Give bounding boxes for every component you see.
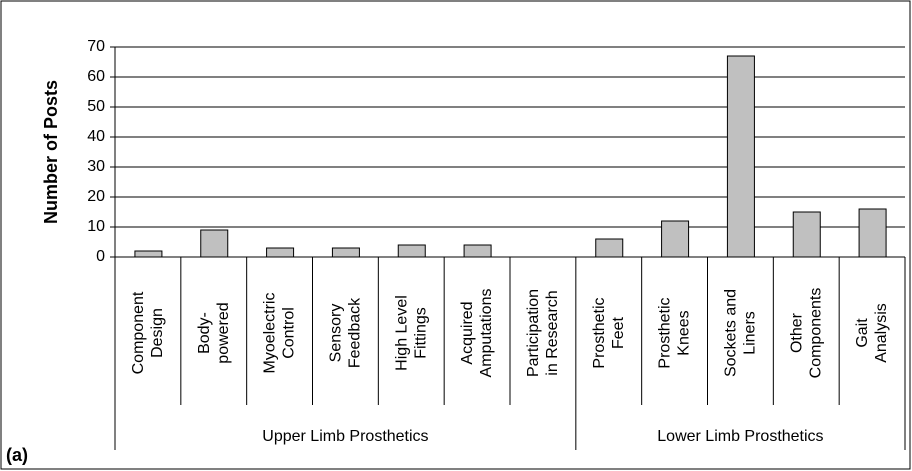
x-tick-label-line: Myoelectric: [262, 293, 279, 374]
x-tick-label-line: Knees: [676, 310, 693, 355]
bar: [595, 238, 624, 258]
x-tick-label-line: Component: [130, 291, 147, 374]
bar: [331, 247, 360, 258]
bar: [200, 229, 229, 258]
y-tick-label: 20: [87, 188, 105, 205]
x-tick-label: Sensory Feedback: [328, 297, 364, 368]
y-tick-label: 60: [87, 68, 105, 85]
y-tick-label: 30: [87, 158, 105, 175]
x-tick-label: Participation in Research: [525, 289, 561, 377]
bar: [463, 244, 492, 258]
x-tick-label: Body-powered: [196, 302, 232, 363]
x-tick-label-line: Body-: [196, 312, 213, 354]
bar: [397, 244, 426, 258]
x-tick-label-line: Gait: [854, 318, 871, 348]
x-tick-label: Prosthetic Feet: [591, 297, 627, 368]
x-tick-label: Gait Analysis: [854, 303, 890, 363]
x-tick-label-line: Sensory: [328, 304, 345, 363]
group-label: Lower Limb Prosthetics: [657, 428, 823, 445]
bar: [134, 250, 163, 258]
x-tick-label-line: Sockets and: [723, 289, 740, 377]
x-tick-label-line: Control: [281, 307, 298, 359]
x-tick-label: Acquired Amputations: [459, 289, 495, 378]
x-tick-label-line: in Research: [544, 290, 561, 375]
x-tick-label-line: Feedback: [347, 297, 364, 368]
y-tick-label: 70: [87, 38, 105, 55]
bar: [266, 247, 295, 258]
x-tick-label-line: Liners: [742, 311, 759, 355]
group-label: Upper Limb Prosthetics: [262, 428, 428, 445]
y-tick-label: 40: [87, 128, 105, 145]
y-tick-label: 10: [87, 218, 105, 235]
x-tick-label-line: Acquired: [459, 301, 476, 364]
x-tick-label-line: Feet: [610, 316, 627, 349]
x-tick-label-line: Amputations: [478, 289, 495, 378]
x-tick-label-line: Prosthetic: [657, 297, 674, 368]
x-tick-label-line: Fittings: [412, 307, 429, 359]
bar: [661, 220, 690, 258]
x-tick-label: Prosthetic Knees: [657, 297, 693, 368]
y-axis-label: Number of Posts: [41, 80, 61, 224]
x-tick-label: Myoelectric Control: [262, 293, 298, 374]
x-tick-label-line: Analysis: [873, 303, 890, 363]
bar: [792, 211, 821, 258]
x-tick-label-line: High Level: [393, 295, 410, 371]
x-tick-label-line: Participation: [525, 289, 542, 377]
x-tick-label: Sockets and Liners: [723, 289, 759, 377]
annotation: (a): [6, 445, 28, 465]
x-tick-label: Other Components: [788, 288, 824, 379]
x-tick-label-line: Components: [807, 288, 824, 379]
y-tick-label: 0: [96, 248, 105, 265]
x-tick-label-line: Design: [149, 308, 166, 358]
bar: [858, 208, 887, 258]
x-tick-label-line: Other: [788, 312, 805, 353]
x-tick-label: High Level Fittings: [393, 295, 429, 371]
x-tick-label-line: Prosthetic: [591, 297, 608, 368]
x-tick-label: Component Design: [130, 291, 166, 374]
bar: [726, 55, 755, 258]
x-tick-label-line: powered: [215, 302, 232, 363]
y-tick-label: 50: [87, 98, 105, 115]
